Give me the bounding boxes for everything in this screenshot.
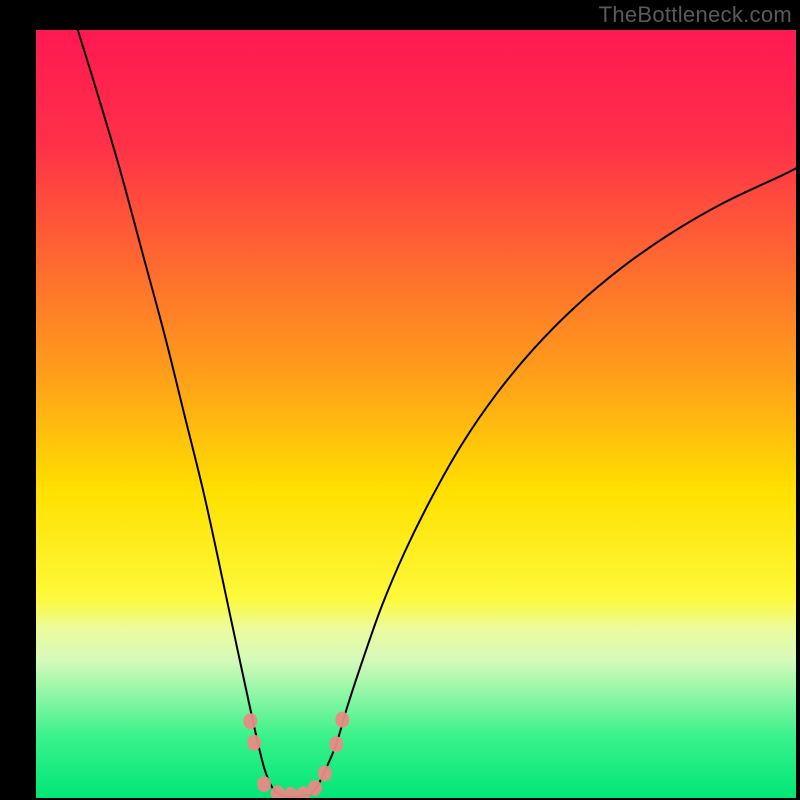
- curve-marker: [329, 736, 343, 752]
- watermark-text: TheBottleneck.com: [599, 2, 792, 28]
- curve-marker: [335, 712, 349, 728]
- chart-container: [36, 30, 796, 798]
- chart-background: [36, 30, 796, 798]
- curve-marker: [247, 735, 261, 751]
- curve-marker: [257, 776, 271, 792]
- curve-marker: [243, 713, 257, 729]
- curve-marker: [308, 780, 322, 796]
- bottleneck-curve-chart: [36, 30, 796, 798]
- curve-marker: [318, 765, 332, 781]
